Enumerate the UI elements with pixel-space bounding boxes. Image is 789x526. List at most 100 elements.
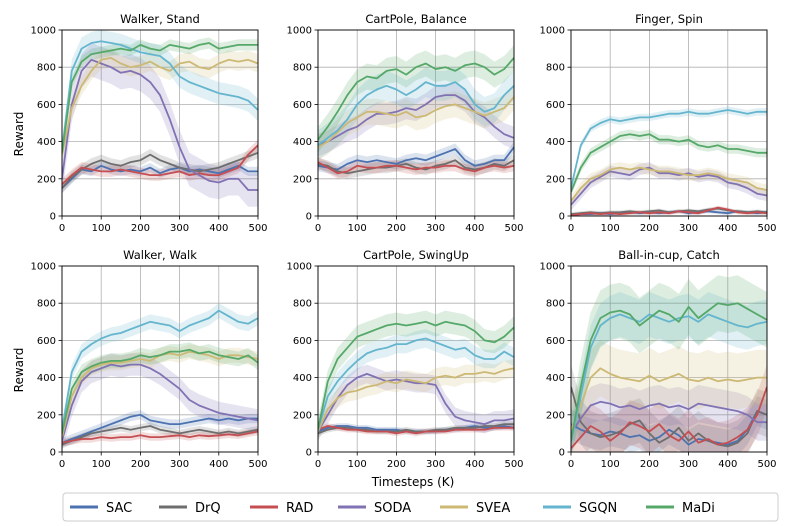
y-tick-label: 800 bbox=[293, 63, 312, 74]
band-rad bbox=[62, 139, 258, 190]
band-svea bbox=[318, 359, 514, 441]
y-tick-label: 600 bbox=[546, 336, 565, 347]
plot-area bbox=[318, 44, 514, 179]
series-line-sgqn bbox=[62, 40, 258, 152]
plot-area bbox=[62, 30, 258, 207]
x-tick-label: 100 bbox=[348, 223, 367, 234]
y-tick-label: 0 bbox=[559, 212, 565, 223]
series-line-svea bbox=[318, 96, 514, 148]
band-madi bbox=[62, 342, 258, 441]
legend-label-drq: DrQ bbox=[195, 501, 221, 516]
x-tick-label: 500 bbox=[504, 459, 523, 470]
legend: SAC DrQ RAD SODA SVEA SGQN MaDi bbox=[62, 492, 779, 522]
y-tick-label: 0 bbox=[306, 212, 312, 223]
legend-label-sgqn: SGQN bbox=[579, 501, 617, 516]
x-tick-label: 400 bbox=[209, 459, 228, 470]
series-line-soda bbox=[318, 373, 514, 432]
y-tick-label: 400 bbox=[546, 137, 565, 148]
series-line-madi bbox=[62, 42, 258, 153]
x-tick-label: 200 bbox=[387, 223, 406, 234]
y-tick-label: 200 bbox=[293, 174, 312, 185]
band-svea bbox=[571, 162, 767, 207]
subplot-title: Ball-in-cup, Catch bbox=[618, 248, 720, 262]
x-tick-label: 0 bbox=[568, 459, 574, 470]
band-sac bbox=[62, 410, 258, 448]
x-tick-label: 0 bbox=[315, 223, 321, 234]
series-line-svea bbox=[571, 367, 767, 431]
y-tick-label: 400 bbox=[293, 373, 312, 384]
band-drq bbox=[62, 147, 258, 194]
series-line-svea bbox=[571, 166, 767, 202]
y-tick-label: 1000 bbox=[31, 262, 56, 273]
series-line-rad bbox=[571, 386, 767, 449]
y-tick-label: 400 bbox=[37, 137, 56, 148]
y-tick-label: 600 bbox=[37, 100, 56, 111]
x-tick-label: 100 bbox=[92, 459, 111, 470]
band-svea bbox=[62, 344, 258, 445]
series-line-rad bbox=[571, 206, 767, 216]
series-line-drq bbox=[318, 423, 514, 435]
series-line-madi bbox=[62, 348, 258, 434]
band-drq bbox=[318, 421, 514, 437]
band-madi bbox=[318, 44, 514, 153]
subplot-2: 0 100 200 300 400 500 0 200 400 600 800 1000 CartPol… bbox=[287, 12, 524, 234]
series-line-sac bbox=[318, 146, 514, 171]
x-tick-label: 300 bbox=[170, 459, 189, 470]
y-tick-label: 200 bbox=[546, 410, 565, 421]
plot-area bbox=[318, 310, 514, 441]
x-tick-label: 400 bbox=[465, 459, 484, 470]
y-tick-label: 1000 bbox=[31, 26, 56, 37]
x-tick-label: 200 bbox=[387, 459, 406, 470]
series-line-rad bbox=[318, 161, 514, 175]
axes-frame bbox=[61, 265, 259, 453]
x-tick-label: 100 bbox=[601, 223, 620, 234]
band-soda bbox=[571, 383, 767, 452]
series-line-sgqn bbox=[62, 309, 258, 430]
y-tick-label: 200 bbox=[293, 410, 312, 421]
legend-label-svea: SVEA bbox=[476, 501, 510, 516]
band-sac bbox=[318, 423, 514, 435]
series-line-drq bbox=[571, 386, 767, 448]
x-tick-label: 0 bbox=[59, 223, 65, 234]
subplot-title: Finger, Spin bbox=[635, 12, 703, 26]
x-axis-label: Timesteps (K) bbox=[371, 475, 455, 489]
y-tick-label: 0 bbox=[559, 448, 565, 459]
x-tick-label: 300 bbox=[426, 223, 445, 234]
band-madi bbox=[62, 37, 258, 159]
x-tick-label: 0 bbox=[568, 223, 574, 234]
y-tick-label: 200 bbox=[37, 410, 56, 421]
band-madi bbox=[318, 310, 514, 441]
y-tick-label: 800 bbox=[37, 299, 56, 310]
subplot-title: Walker, Stand bbox=[120, 12, 200, 26]
x-tick-label: 0 bbox=[315, 459, 321, 470]
axes-frame bbox=[317, 265, 515, 453]
y-tick-label: 0 bbox=[306, 448, 312, 459]
legend-label-sac: SAC bbox=[106, 501, 132, 516]
y-axis-label-top: Reward bbox=[12, 112, 26, 157]
subplot-grid: 0 100 200 300 400 50002004006008001000Walker,… bbox=[31, 12, 777, 470]
y-tick-label: 1000 bbox=[540, 26, 565, 37]
x-tick-label: 400 bbox=[718, 459, 737, 470]
band-drq bbox=[62, 422, 258, 449]
y-tick-label: 0 bbox=[50, 212, 56, 223]
y-tick-label: 1000 bbox=[287, 262, 312, 273]
legend-label-soda: SODA bbox=[374, 501, 411, 516]
band-sgqn bbox=[62, 303, 258, 438]
x-tick-label: 200 bbox=[131, 459, 150, 470]
band-soda bbox=[571, 162, 767, 211]
subplot-4: 0 100 200 300 400 500 0 200 400 600 800 1000 Walker,… bbox=[31, 248, 268, 470]
band-sgqn bbox=[571, 292, 767, 452]
y-tick-label: 600 bbox=[37, 336, 56, 347]
axes-frame bbox=[61, 29, 259, 217]
band-drq bbox=[571, 364, 767, 452]
series-line-sgqn bbox=[571, 109, 767, 189]
y-tick-label: 1000 bbox=[540, 262, 565, 273]
plot-area bbox=[571, 275, 767, 452]
y-tick-label: 800 bbox=[546, 63, 565, 74]
x-tick-label: 400 bbox=[209, 223, 228, 234]
subplot-3: 0 100 200 300 400 500 0 200 400 600 800 1000 Finger,… bbox=[540, 12, 777, 234]
y-tick-label: 0 bbox=[50, 448, 56, 459]
band-rad bbox=[318, 423, 514, 437]
x-tick-label: 0 bbox=[59, 459, 65, 470]
